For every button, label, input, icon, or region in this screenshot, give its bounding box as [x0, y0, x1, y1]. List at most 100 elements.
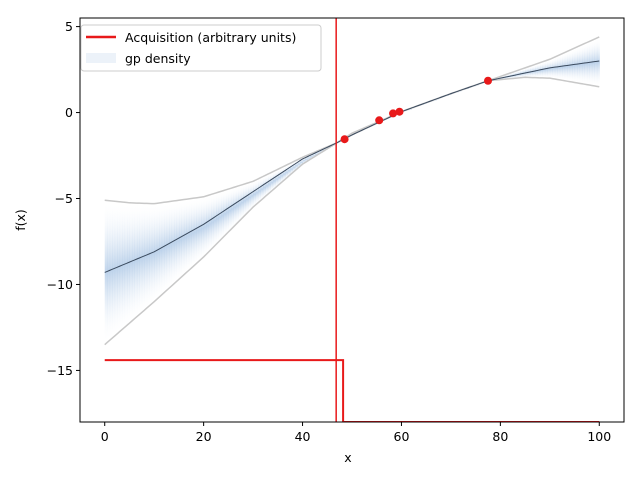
- gp-density-strip: [426, 102, 430, 104]
- x-tick-label: 80: [492, 429, 508, 444]
- gp-density-strip: [594, 39, 598, 86]
- gp-density-strip: [159, 202, 163, 298]
- gp-density-strip: [255, 180, 259, 205]
- gp-density-strip: [144, 203, 148, 311]
- gp-density-strip: [542, 61, 546, 78]
- gp-density-strip: [109, 200, 113, 341]
- gp-density-strip: [436, 99, 440, 100]
- gp-density-strip: [579, 45, 583, 84]
- gp-density-strip: [443, 96, 447, 97]
- observation-point: [395, 107, 404, 116]
- y-tick-label: 0: [65, 105, 73, 120]
- gp-density-strip: [428, 101, 432, 103]
- observation-point: [389, 109, 398, 118]
- gp-density-strip: [220, 191, 225, 240]
- gp-density-strip: [136, 203, 140, 317]
- gp-density-strip: [554, 57, 558, 80]
- gp-density-strip: [270, 172, 274, 193]
- gp-density-strip: [211, 194, 215, 250]
- gp-density-strip: [297, 159, 301, 169]
- gp-density-strip: [282, 166, 286, 182]
- gp-density-strip: [248, 182, 252, 213]
- gp-density-strip: [285, 165, 289, 180]
- gp-density-strip: [151, 203, 155, 304]
- gp-density-strip: [547, 60, 551, 79]
- x-axis-label: x: [344, 450, 351, 465]
- gp-density-strip: [433, 99, 437, 101]
- legend-acquisition-label: Acquisition (arbitrary units): [125, 30, 296, 45]
- gp-density-strip: [312, 153, 316, 158]
- gp-density-strip: [208, 195, 212, 252]
- gp-density-strip: [574, 48, 578, 83]
- gp-density-strip: [126, 202, 131, 326]
- gp-density-strip: [537, 63, 541, 78]
- gp-density-strip: [164, 202, 168, 293]
- gp-density-strip: [122, 202, 126, 330]
- gp-density-strip: [124, 202, 128, 328]
- gp-density-strip: [238, 185, 242, 223]
- gp-density-strip: [166, 201, 170, 291]
- gp-density-strip: [302, 157, 306, 165]
- gp-density-strip: [280, 168, 284, 184]
- y-tick-label: 5: [65, 19, 73, 34]
- gp-density-strip: [240, 185, 244, 220]
- gp-density-strip: [337, 142, 341, 144]
- gp-density-strip: [539, 62, 543, 78]
- gp-density-strip: [589, 41, 593, 86]
- gp-density-strip: [307, 155, 311, 162]
- gp-density-strip: [225, 189, 229, 235]
- gp-density-strip: [549, 59, 553, 79]
- gp-density-strip: [584, 43, 588, 85]
- gp-upper-bound-line: [104, 36, 600, 205]
- gp-density-strip: [265, 175, 269, 197]
- gp-density-strip: [188, 198, 192, 271]
- gp-density-strip: [581, 44, 586, 84]
- gp-density-strip: [139, 203, 143, 315]
- gp-density-strip: [292, 162, 296, 173]
- gp-density-strip: [403, 110, 407, 112]
- gp-density-strip: [290, 163, 294, 175]
- gp-density-strip: [577, 46, 581, 83]
- gp-density-strip: [206, 196, 210, 255]
- gp-density-strip: [441, 97, 445, 98]
- observation-point: [340, 135, 349, 144]
- y-axis-ticks: 5 0 −5 −10 −15: [47, 19, 80, 378]
- gp-density-strip: [557, 55, 561, 80]
- observation-point: [375, 116, 384, 125]
- gp-density-strip: [169, 201, 173, 289]
- gp-density-strip: [564, 52, 568, 81]
- gp-density-strip: [317, 150, 321, 155]
- x-tick-label: 100: [587, 429, 611, 444]
- gp-density-strip: [572, 49, 576, 83]
- plot-area: [104, 18, 600, 422]
- gp-density-strip: [258, 178, 262, 203]
- gp-density-strip: [431, 100, 435, 102]
- y-tick-label: −10: [47, 277, 73, 292]
- gp-density-strip: [223, 190, 227, 238]
- gp-density-strip: [423, 103, 427, 105]
- y-tick-label: −5: [55, 191, 73, 206]
- y-axis-label: f(x): [13, 209, 28, 231]
- gp-density-strip: [287, 164, 291, 178]
- gp-density-strip: [445, 95, 450, 96]
- gp-density-strip: [193, 198, 197, 266]
- gp-density-strip: [183, 199, 187, 275]
- gp-density-strip: [186, 199, 190, 273]
- gp-density-strip: [408, 108, 412, 110]
- gp-density-strip: [230, 188, 234, 230]
- gp-density-strip: [295, 160, 299, 171]
- gp-density-strip: [418, 105, 422, 106]
- gp-density-strip: [181, 199, 185, 278]
- gp-density-strip: [314, 152, 318, 157]
- plot-frame: [79, 17, 625, 423]
- gp-density-strip: [309, 154, 314, 160]
- acquisition-line: [104, 359, 600, 422]
- gp-density-strip: [277, 169, 281, 186]
- gp-density-strip: [260, 177, 264, 201]
- gp-density-strip: [413, 107, 417, 108]
- gp-density-strip: [253, 181, 257, 208]
- gp-density-strip: [129, 202, 133, 324]
- gp-density-strip: [559, 54, 563, 80]
- gp-density-strip: [243, 184, 247, 218]
- gp-density-strip: [134, 202, 138, 319]
